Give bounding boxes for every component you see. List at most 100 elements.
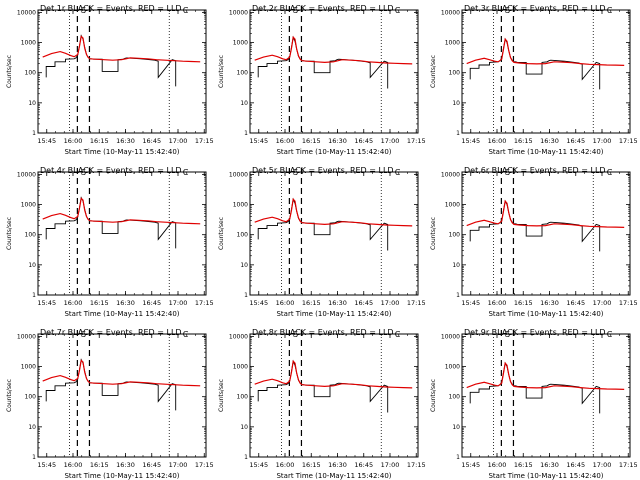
plot-title: Det 8r BLACK = Events, RED = LLD — [252, 328, 394, 337]
y-tick-label: 10000 — [441, 333, 460, 340]
detector-plot-1: Det 1r BLACK = Events, RED = LLD Counts/s… — [6, 4, 214, 156]
y-axis-label: Counts/sec — [6, 217, 13, 250]
x-tick-label: 16:00 — [276, 299, 295, 307]
x-tick-label: 17:00 — [169, 299, 188, 307]
x-tick-label: 17:15 — [407, 137, 426, 145]
x-tick-label: 16:30 — [328, 137, 347, 145]
lld-series-line — [254, 359, 413, 389]
flag-label: S — [505, 330, 510, 339]
x-tick-label: 16:45 — [354, 299, 373, 307]
x-tick-label: 16:30 — [540, 299, 559, 307]
y-tick-label: 10 — [240, 100, 248, 107]
x-tick-label: 15:45 — [461, 137, 480, 145]
y-tick-label: 10 — [240, 424, 248, 431]
flag-label: C — [395, 6, 401, 15]
y-tick-label: 10000 — [17, 9, 36, 16]
x-tick-label: 15:45 — [37, 299, 56, 307]
x-tick-label: 16:00 — [488, 137, 507, 145]
detector-plot-8: Det 8r BLACK = Events, RED = LLD Counts/s… — [218, 328, 426, 480]
y-tick-label: 1 — [32, 292, 36, 299]
plot-frame — [461, 333, 631, 458]
x-tick-label: 16:00 — [276, 137, 295, 145]
x-axis-label: Start Time (10-May-11 15:42:40) — [276, 472, 391, 480]
x-tick-label: 17:00 — [381, 137, 400, 145]
x-tick-label: 16:45 — [142, 137, 161, 145]
x-tick-label: 16:00 — [64, 137, 83, 145]
x-tick-label: 16:15 — [302, 299, 321, 307]
detector-plot-4: Det 4r BLACK = Events, RED = LLD Counts/s… — [6, 166, 214, 318]
x-tick-label: 17:00 — [381, 461, 400, 469]
y-axis-label: Counts/sec — [430, 379, 437, 412]
flag-label: S — [81, 168, 86, 177]
x-tick-label: 15:45 — [37, 461, 56, 469]
x-tick-label: 16:30 — [116, 461, 135, 469]
y-tick-label: 1000 — [233, 364, 248, 371]
x-tick-label: 15:45 — [461, 461, 480, 469]
detector-plot-6: Det 6r BLACK = Events, RED = LLD Counts/s… — [430, 166, 638, 318]
plot-title: Det 2r BLACK = Events, RED = LLD — [252, 4, 394, 13]
x-tick-label: 16:15 — [302, 461, 321, 469]
x-tick-label: 16:00 — [488, 461, 507, 469]
x-tick-label: 16:45 — [566, 137, 585, 145]
y-tick-label: 10000 — [17, 333, 36, 340]
x-tick-label: 16:00 — [64, 461, 83, 469]
y-tick-label: 10 — [28, 262, 36, 269]
detector-plot-5: Det 5r BLACK = Events, RED = LLD Counts/s… — [218, 166, 426, 318]
x-tick-label: 16:45 — [142, 299, 161, 307]
x-tick-label: 17:15 — [619, 299, 638, 307]
flag-label: C — [395, 168, 401, 177]
x-tick-label: 16:00 — [276, 461, 295, 469]
y-tick-label: 10000 — [17, 171, 36, 178]
events-series-line — [45, 358, 177, 411]
x-tick-label: 17:00 — [593, 461, 612, 469]
plot-title: Det 4r BLACK = Events, RED = LLD — [40, 166, 182, 175]
y-tick-label: 1000 — [21, 40, 36, 47]
y-tick-label: 100 — [237, 394, 249, 401]
plot-title: Det 3r BLACK = Events, RED = LLD — [464, 4, 606, 13]
flag-label: S — [293, 6, 298, 15]
plot-title: Det 7r BLACK = Events, RED = LLD — [40, 328, 182, 337]
x-tick-label: 15:45 — [461, 299, 480, 307]
x-tick-label: 16:45 — [354, 461, 373, 469]
flag-label: C — [607, 168, 613, 177]
y-tick-label: 10 — [452, 262, 460, 269]
x-tick-label: 16:15 — [90, 461, 109, 469]
x-axis-label: Start Time (10-May-11 15:42:40) — [276, 310, 391, 318]
y-tick-label: 1 — [32, 130, 36, 137]
x-tick-label: 16:30 — [116, 299, 135, 307]
y-tick-label: 10 — [452, 424, 460, 431]
plot-frame — [461, 9, 631, 134]
x-axis-label: Start Time (10-May-11 15:42:40) — [488, 472, 603, 480]
lld-series-line — [42, 35, 201, 63]
x-tick-label: 16:15 — [90, 137, 109, 145]
x-tick-label: 17:15 — [195, 137, 214, 145]
y-axis-label: Counts/sec — [430, 217, 437, 250]
x-tick-label: 15:45 — [249, 299, 268, 307]
lld-series-line — [254, 35, 413, 65]
y-tick-label: 100 — [25, 232, 37, 239]
x-axis-label: Start Time (10-May-11 15:42:40) — [488, 310, 603, 318]
y-axis-label: Counts/sec — [6, 55, 13, 88]
y-axis-label: Counts/sec — [218, 55, 225, 88]
flag-label: C — [183, 168, 189, 177]
y-tick-label: 10 — [28, 424, 36, 431]
x-tick-label: 16:15 — [302, 137, 321, 145]
x-tick-label: 17:15 — [619, 461, 638, 469]
plot-title: Det 6r BLACK = Events, RED = LLD — [464, 166, 606, 175]
x-tick-label: 17:00 — [593, 299, 612, 307]
x-tick-label: 16:15 — [514, 299, 533, 307]
y-tick-label: 100 — [237, 70, 249, 77]
x-tick-label: 16:30 — [328, 299, 347, 307]
lld-series-line — [466, 199, 625, 228]
x-axis-label: Start Time (10-May-11 15:42:40) — [64, 472, 179, 480]
y-tick-label: 100 — [449, 394, 461, 401]
flag-label: C — [183, 330, 189, 339]
flag-label: S — [81, 330, 86, 339]
events-series-line — [45, 196, 177, 249]
plot-frame — [37, 9, 207, 134]
plot-title: Det 5r BLACK = Events, RED = LLD — [252, 166, 394, 175]
x-tick-label: 17:15 — [619, 137, 638, 145]
x-tick-label: 16:30 — [116, 137, 135, 145]
detector-plot-7: Det 7r BLACK = Events, RED = LLD Counts/s… — [6, 328, 214, 480]
plot-frame — [249, 333, 419, 458]
